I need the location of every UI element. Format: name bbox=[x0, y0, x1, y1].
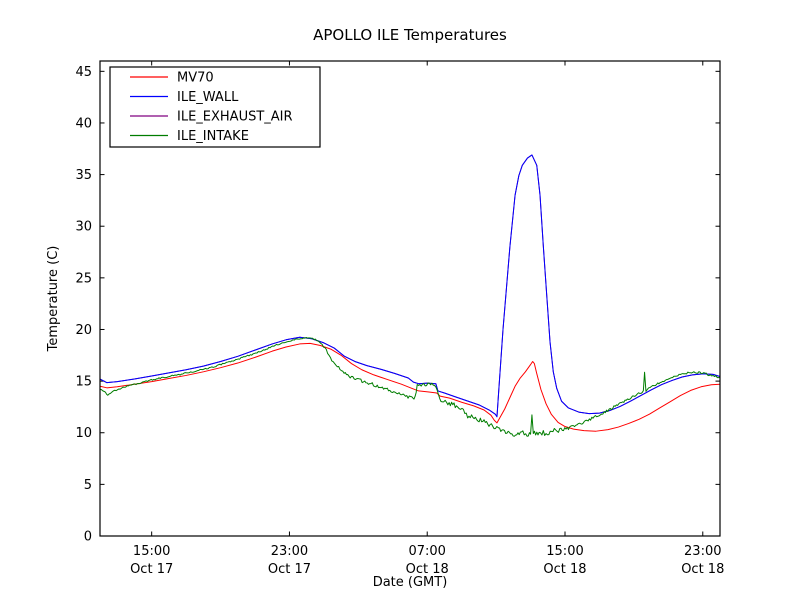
x-tick-time: 23:00 bbox=[684, 544, 721, 559]
y-tick-label: 0 bbox=[84, 530, 92, 545]
y-axis: 0 5 10 15 20 25 30 35 40 45 bbox=[75, 65, 720, 545]
series-line-ile_intake bbox=[100, 336, 720, 437]
legend-item-mv70: MV70 bbox=[130, 71, 214, 86]
legend: MV70 ILE_WALL ILE_EXHAUST_AIR ILE_INTAKE bbox=[109, 66, 321, 148]
legend-item-ile_exhaust_air: ILE_EXHAUST_AIR bbox=[130, 110, 293, 125]
legend-box bbox=[109, 66, 321, 148]
y-tick-label: 40 bbox=[75, 116, 92, 131]
legend-label: ILE_EXHAUST_AIR bbox=[177, 110, 293, 125]
series-line-ile_exhaust_air bbox=[100, 154, 720, 418]
x-tick-time: 23:00 bbox=[271, 544, 308, 559]
legend-item-ile_intake: ILE_INTAKE bbox=[130, 129, 249, 144]
y-tick-label: 30 bbox=[75, 220, 92, 235]
chart-title: APOLLO ILE Temperatures bbox=[313, 26, 507, 44]
y-tick-label: 20 bbox=[75, 323, 92, 338]
legend-label: MV70 bbox=[177, 71, 214, 86]
x-axis: 15:00 Oct 17 23:00 Oct 17 07:00 Oct 18 15:00 Oc… bbox=[130, 61, 724, 577]
x-tick-date: Oct 18 bbox=[543, 562, 586, 577]
x-tick-date: Oct 18 bbox=[681, 562, 724, 577]
legend-item-ile_wall: ILE_WALL bbox=[130, 90, 239, 105]
series-line-mv70 bbox=[100, 342, 720, 432]
y-tick-label: 25 bbox=[75, 271, 92, 286]
y-tick-label: 5 bbox=[84, 478, 92, 493]
legend-label: ILE_INTAKE bbox=[177, 129, 249, 144]
x-tick-time: 15:00 bbox=[133, 544, 170, 559]
series-line-ile_wall bbox=[100, 154, 720, 418]
y-tick-label: 45 bbox=[75, 65, 92, 80]
x-tick-date: Oct 17 bbox=[130, 562, 173, 577]
legend-label: ILE_WALL bbox=[177, 90, 239, 105]
y-tick-label: 10 bbox=[75, 426, 92, 441]
x-tick-time: 15:00 bbox=[546, 544, 583, 559]
x-tick-date: Oct 17 bbox=[268, 562, 311, 577]
y-axis-label: Temperature (C) bbox=[46, 246, 61, 353]
x-tick-time: 07:00 bbox=[408, 544, 445, 559]
x-tick-date: Oct 18 bbox=[406, 562, 449, 577]
x-axis-label: Date (GMT) bbox=[373, 575, 448, 590]
series-group bbox=[100, 154, 720, 437]
y-tick-label: 15 bbox=[75, 375, 92, 390]
axes-frame bbox=[99, 60, 721, 537]
y-tick-label: 35 bbox=[75, 168, 92, 183]
